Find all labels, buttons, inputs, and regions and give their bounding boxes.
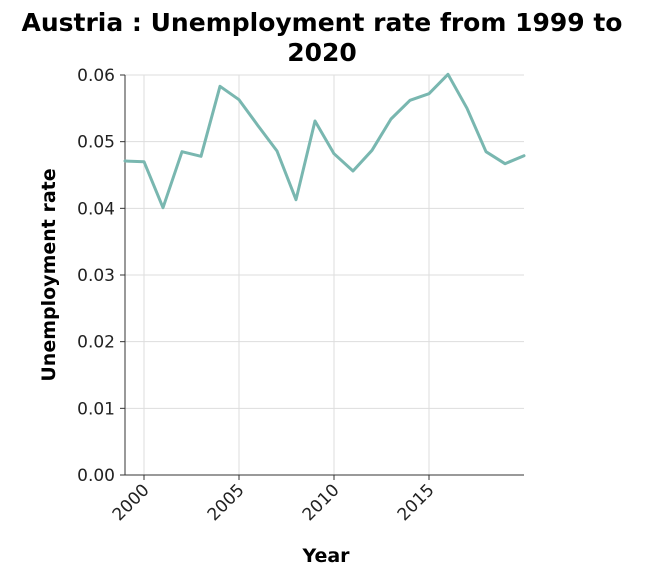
x-tick-label: 2010 — [299, 480, 344, 525]
y-axis-label: Unemployment rate — [38, 168, 60, 381]
y-tick-label: 0.06 — [77, 66, 115, 86]
y-tick-label: 0.05 — [77, 133, 115, 153]
x-axis-label: Year — [301, 545, 350, 567]
y-tick-label: 0.02 — [77, 333, 115, 353]
x-tick-label: 2000 — [109, 480, 154, 525]
y-tick-label: 0.04 — [77, 199, 115, 219]
gridlines — [125, 74, 524, 476]
x-axis-ticks: 2000 2005 2010 2015 — [109, 475, 439, 525]
chart-title: Austria : Unemployment rate from 1999 to — [21, 8, 622, 37]
chart-title-line-2: 2020 — [287, 38, 357, 67]
x-tick-label: 2005 — [204, 480, 249, 525]
y-axis-ticks: 0.00 0.01 0.02 0.03 0.04 0.05 0.06 — [77, 66, 125, 486]
series-layer — [123, 72, 526, 210]
y-tick-label: 0.03 — [77, 266, 115, 286]
y-tick-label: 0.00 — [77, 466, 115, 486]
y-tick-label: 0.01 — [77, 399, 115, 419]
x-tick-label: 2015 — [394, 480, 439, 525]
unemployment-rate-line — [123, 72, 526, 210]
